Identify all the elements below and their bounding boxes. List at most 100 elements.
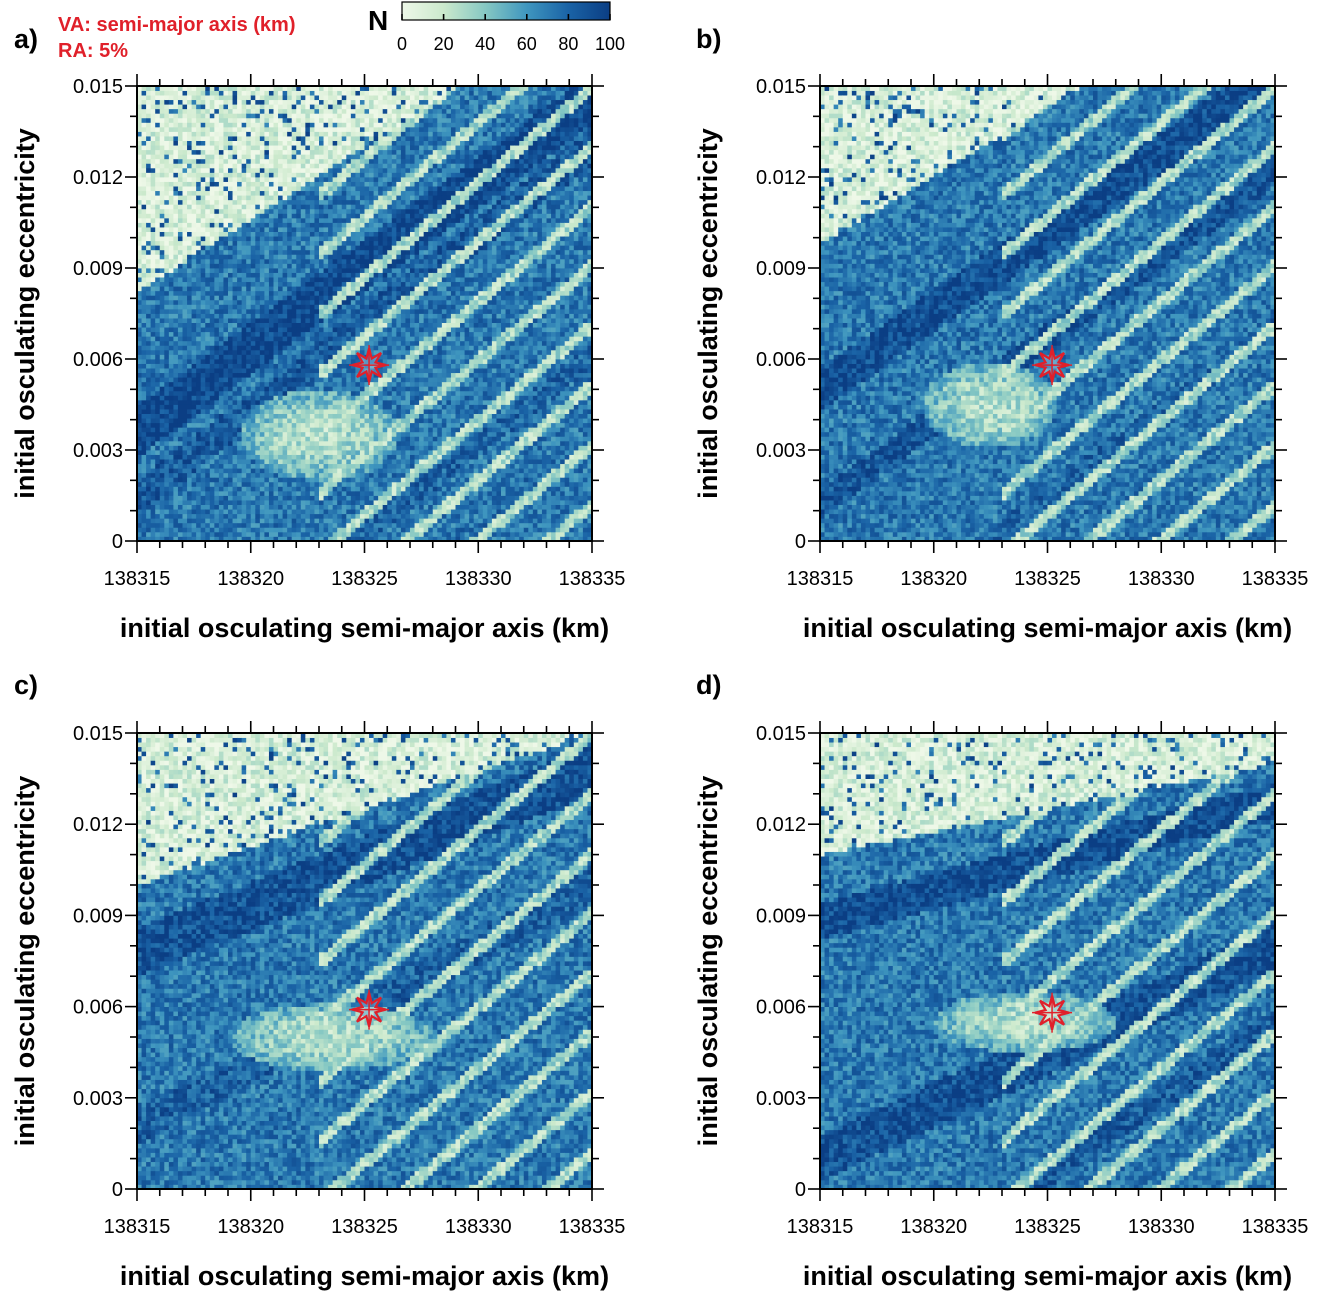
heatmap-cell — [178, 295, 183, 300]
heatmap-cell — [160, 354, 165, 359]
heatmap-cell — [146, 113, 151, 118]
heatmap-cell — [178, 163, 183, 168]
heatmap-cell — [178, 159, 183, 164]
heatmap-cell — [183, 514, 188, 519]
heatmap-cell — [183, 459, 188, 464]
heatmap-cell — [142, 532, 147, 537]
heatmap-cell — [164, 127, 169, 132]
heatmap-cell — [187, 359, 192, 364]
heatmap-cell — [183, 200, 188, 205]
heatmap-cell — [183, 336, 188, 341]
heatmap-cell — [160, 91, 165, 96]
heatmap-cell — [173, 95, 178, 100]
heatmap-cell — [146, 341, 151, 346]
heatmap-cell — [169, 286, 174, 291]
heatmap-cell — [164, 450, 169, 455]
heatmap-cell — [178, 263, 183, 268]
heatmap-cell — [164, 150, 169, 155]
heatmap-cell — [169, 182, 174, 187]
heatmap-cell — [160, 286, 165, 291]
heatmap-cell — [183, 441, 188, 446]
heatmap-cell — [142, 168, 147, 173]
heatmap-cell — [164, 241, 169, 246]
heatmap-cell — [155, 95, 160, 100]
heatmap-cell — [146, 518, 151, 523]
heatmap-cell — [169, 245, 174, 250]
heatmap-cell — [178, 200, 183, 205]
colorbar-tick-label: 60 — [517, 34, 537, 54]
heatmap-cell — [151, 282, 156, 287]
heatmap-cell — [164, 359, 169, 364]
heatmap-cell — [178, 273, 183, 278]
heatmap-cell — [151, 423, 156, 428]
heatmap-cell — [146, 468, 151, 473]
heatmap-cell — [183, 354, 188, 359]
heatmap-cell — [183, 391, 188, 396]
heatmap-cell — [160, 150, 165, 155]
heatmap-cell — [155, 177, 160, 182]
heatmap-cell — [160, 195, 165, 200]
heatmap-cell — [164, 445, 169, 450]
heatmap-cell — [142, 382, 147, 387]
heatmap-cell — [155, 427, 160, 432]
heatmap-cell — [146, 291, 151, 296]
heatmap-cell — [142, 186, 147, 191]
heatmap-cell — [155, 354, 160, 359]
heatmap-cell — [178, 145, 183, 150]
heatmap-cell — [151, 245, 156, 250]
heatmap-cell — [173, 464, 178, 469]
heatmap-cell — [173, 359, 178, 364]
heatmap-cell — [164, 232, 169, 237]
heatmap-cell — [160, 400, 165, 405]
heatmap-cell — [187, 364, 192, 369]
heatmap-cell — [160, 250, 165, 255]
heatmap-cell — [146, 209, 151, 214]
heatmap-cell — [187, 268, 192, 273]
heatmap-cell — [173, 409, 178, 414]
heatmap-cell — [178, 382, 183, 387]
heatmap-cell — [151, 373, 156, 378]
heatmap-cell — [142, 195, 147, 200]
heatmap-cell — [164, 505, 169, 510]
heatmap-cell — [142, 223, 147, 228]
heatmap-cell — [183, 186, 188, 191]
heatmap-cell — [169, 386, 174, 391]
heatmap-cell — [151, 118, 156, 123]
heatmap-cell — [155, 359, 160, 364]
heatmap-cell — [183, 405, 188, 410]
heatmap-cell — [169, 268, 174, 273]
heatmap-cell — [146, 91, 151, 96]
heatmap-cell — [173, 127, 178, 132]
heatmap-cell — [164, 432, 169, 437]
heatmap-cell — [169, 177, 174, 182]
heatmap-cell — [178, 364, 183, 369]
heatmap-cell — [155, 500, 160, 505]
heatmap-cell — [164, 200, 169, 205]
heatmap-cell — [173, 250, 178, 255]
heatmap-cell — [183, 327, 188, 332]
heatmap-cell — [146, 213, 151, 218]
heatmap-cell — [169, 295, 174, 300]
heatmap-cell — [151, 236, 156, 241]
heatmap-cell — [164, 204, 169, 209]
heatmap-cell — [178, 455, 183, 460]
heatmap-cell — [160, 441, 165, 446]
heatmap-cell — [160, 132, 165, 137]
heatmap-cell — [164, 314, 169, 319]
heatmap-cell — [164, 527, 169, 532]
heatmap-cell — [160, 186, 165, 191]
heatmap-cell — [169, 377, 174, 382]
heatmap-cell — [164, 245, 169, 250]
heatmap-cell — [173, 245, 178, 250]
heatmap-cell — [164, 277, 169, 282]
heatmap-cell — [169, 496, 174, 501]
heatmap-cell — [178, 223, 183, 228]
heatmap-cell — [146, 491, 151, 496]
heatmap-cell — [151, 450, 156, 455]
heatmap-cell — [164, 227, 169, 232]
heatmap-cell — [160, 514, 165, 519]
heatmap-cell — [169, 354, 174, 359]
heatmap-cell — [173, 523, 178, 528]
heatmap-cell — [146, 223, 151, 228]
heatmap-cell — [183, 259, 188, 264]
